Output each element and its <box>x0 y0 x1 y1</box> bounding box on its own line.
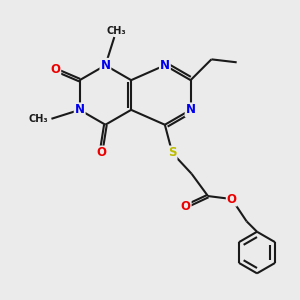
Text: CH₃: CH₃ <box>28 114 48 124</box>
Text: O: O <box>227 193 237 206</box>
Text: O: O <box>96 146 106 160</box>
Text: N: N <box>160 59 170 72</box>
Text: CH₃: CH₃ <box>106 26 126 36</box>
Text: O: O <box>181 200 191 213</box>
Text: O: O <box>50 63 60 76</box>
Text: S: S <box>168 146 176 160</box>
Text: N: N <box>75 103 85 116</box>
Text: N: N <box>100 59 110 72</box>
Text: N: N <box>186 103 196 116</box>
